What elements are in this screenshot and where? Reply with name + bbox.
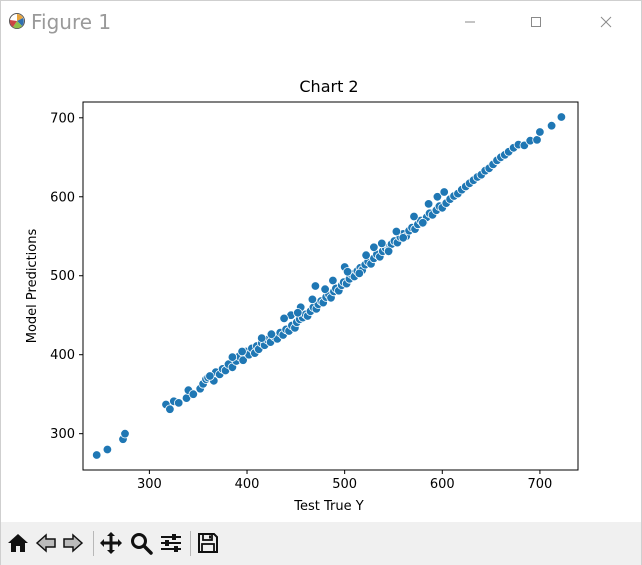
axes-frame — [82, 101, 579, 471]
figure-canvas[interactable]: Chart 2 300 400 500 600 700 300 400 500 600 700 T… — [1, 43, 641, 522]
scatter-point — [173, 398, 184, 408]
scatter-point — [418, 218, 428, 228]
close-icon — [600, 16, 612, 28]
scatter-point — [102, 444, 113, 455]
scatter-point — [266, 329, 277, 339]
toolbar-separator — [93, 531, 94, 556]
x-tick-label: 300 — [137, 477, 162, 492]
scatter-point — [279, 313, 289, 324]
matplotlib-app-icon — [9, 13, 25, 29]
x-tick-label: 500 — [332, 477, 357, 492]
scatter-point — [546, 120, 557, 131]
chart-title: Chart 2 — [299, 77, 358, 96]
scatter-point — [439, 187, 449, 197]
y-tick-label: 600 — [50, 190, 75, 205]
close-button[interactable] — [583, 1, 629, 43]
x-tick-label: 600 — [430, 477, 455, 492]
maximize-button[interactable] — [513, 1, 559, 43]
scatter-point — [293, 308, 303, 318]
scatter-point — [383, 246, 394, 257]
axis-ticks: 300 400 500 600 700 300 400 500 600 700 — [50, 111, 552, 492]
scatter-point — [369, 242, 379, 253]
y-tick-label: 500 — [50, 269, 75, 284]
x-tick-label: 700 — [528, 477, 553, 492]
scatter-point — [556, 112, 567, 122]
scatter-point — [237, 346, 247, 357]
scatter-point — [535, 127, 545, 137]
scatter-point — [398, 233, 408, 243]
scatter-point — [320, 284, 330, 294]
x-tick-label: 400 — [235, 477, 260, 492]
scatter-point — [165, 404, 175, 414]
forward-button[interactable] — [59, 529, 87, 557]
scatter-point — [257, 333, 267, 343]
save-icon — [198, 533, 218, 553]
scatter-point — [91, 450, 102, 460]
y-tick-label: 700 — [50, 111, 75, 126]
scatter-point — [342, 267, 353, 277]
scatter-point — [328, 275, 338, 286]
scatter-point — [227, 352, 238, 362]
home-button[interactable] — [4, 529, 32, 557]
scatter-point — [354, 268, 365, 279]
scatter-point — [532, 135, 542, 145]
scatter-point — [409, 211, 419, 222]
pan-icon — [100, 532, 122, 554]
x-axis-label: Test True Y — [293, 499, 363, 514]
scatter-point — [188, 389, 199, 399]
y-axis-label: Model Predictions — [25, 229, 40, 344]
configure-subplots-icon — [161, 534, 181, 552]
toolbar-separator — [190, 531, 191, 556]
window-title: Figure 1 — [31, 10, 112, 34]
home-icon — [8, 534, 28, 552]
scatter-point — [307, 294, 318, 305]
scatter-point — [432, 192, 443, 202]
zoom-button[interactable] — [127, 529, 155, 557]
configure-subplots-button[interactable] — [157, 529, 185, 557]
navigation-toolbar — [1, 522, 641, 565]
minimize-icon — [465, 21, 475, 23]
scatter-point — [361, 250, 371, 260]
data-points — [91, 112, 567, 460]
forward-icon — [63, 533, 84, 553]
title-bar[interactable]: Figure 1 — [1, 1, 641, 43]
scatter-point — [391, 226, 402, 237]
scatter-point — [205, 371, 215, 381]
y-tick-label: 400 — [50, 348, 75, 363]
scatter-point — [423, 199, 434, 209]
scatter-point — [120, 429, 130, 439]
back-icon — [35, 533, 56, 553]
maximize-icon — [531, 17, 541, 27]
scatter-point — [310, 281, 321, 291]
scatter-point — [377, 238, 387, 249]
scatter-chart[interactable]: Chart 2 300 400 500 600 700 300 400 500 600 700 T… — [1, 43, 641, 522]
zoom-icon — [131, 533, 153, 555]
y-tick-label: 300 — [50, 427, 75, 442]
pan-button[interactable] — [97, 529, 125, 557]
save-button[interactable] — [194, 529, 222, 557]
minimize-button[interactable] — [447, 1, 493, 43]
back-button[interactable] — [32, 529, 60, 557]
